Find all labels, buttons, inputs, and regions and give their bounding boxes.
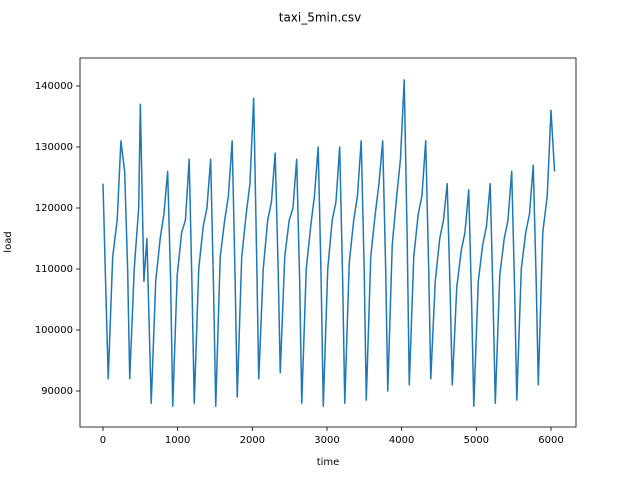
x-tick-label: 2000 — [240, 435, 265, 446]
y-tick-label: 90000 — [41, 386, 73, 397]
y-tick-label: 130000 — [35, 142, 73, 153]
x-tick-label: 6000 — [538, 435, 563, 446]
x-tick-label: 1000 — [165, 435, 190, 446]
plot-frame — [79, 57, 577, 428]
x-tick-label: 3000 — [314, 435, 339, 446]
y-tick-label: 140000 — [35, 81, 73, 92]
data-line — [102, 79, 556, 408]
x-tick-label: 0 — [100, 435, 106, 446]
y-tick-label: 110000 — [35, 264, 73, 275]
y-tick-label: 120000 — [35, 203, 73, 214]
chart-title: taxi_5min.csv — [279, 11, 362, 25]
x-axis-label: time — [317, 457, 340, 468]
y-axis-label: load — [3, 231, 14, 252]
y-tick-label: 100000 — [35, 325, 73, 336]
x-tick-label: 4000 — [389, 435, 414, 446]
x-tick-label: 5000 — [464, 435, 489, 446]
